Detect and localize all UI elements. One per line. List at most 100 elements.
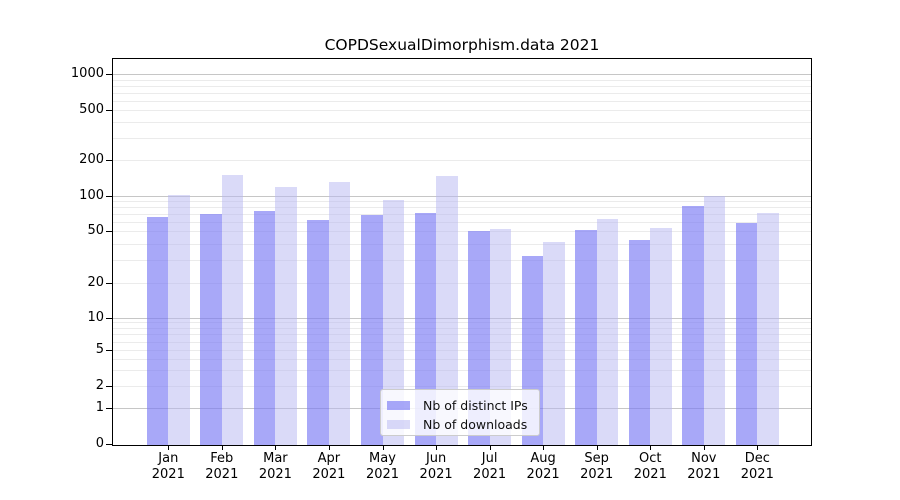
gridline-30 [113,259,811,261]
gridline-7 [113,334,811,336]
bar-nb-of-downloads-mar [275,187,297,445]
bar-nb-of-distinct-ips-dec [735,222,758,445]
x-tick-label-jan: Jan 2021 [151,451,185,482]
x-tick-label-jun: Jun 2021 [419,451,453,482]
gridline-6 [113,341,811,343]
y-tick-label-0: 0 [95,435,104,451]
bar-nb-of-downloads-jan [168,194,190,445]
x-tick-dec [757,446,759,450]
x-tick-label-nov: Nov 2021 [687,451,721,482]
bar-nb-of-distinct-ips-feb [200,214,222,445]
y-tick-label-100: 100 [79,188,104,203]
y-tick-50 [106,231,112,232]
x-tick-label-feb: Feb 2021 [205,451,239,482]
y-tick-label-1: 1 [95,399,104,415]
gridline-2 [113,386,811,387]
x-tick-label-dec: Dec 2021 [740,451,774,482]
gridline-500 [113,110,811,111]
gridline-800 [113,85,811,87]
y-tick-200 [106,160,112,161]
gridline-40 [113,243,811,245]
y-tick-label-200: 200 [79,152,104,167]
y-tick-1 [106,407,112,409]
x-tick-may [382,446,384,450]
y-tick-5 [106,350,112,351]
y-tick-label-500: 500 [79,102,104,117]
gridline-50 [113,231,811,232]
bar-nb-of-distinct-ips-mar [253,210,276,445]
gridline-400 [113,122,811,124]
bar-nb-of-downloads-may [382,200,404,445]
legend-item-distinct-ips: Nb of distinct IPs [387,396,539,414]
gridline-100 [113,196,811,197]
bar-nb-of-distinct-ips-sep [575,230,597,445]
bar-nb-of-distinct-ips-jun [414,212,437,445]
x-tick-label-sep: Sep 2021 [580,451,614,482]
gridline-20 [113,282,811,284]
gridline-300 [113,137,811,139]
bar-nb-of-downloads-oct [650,228,672,445]
x-tick-label-may: May 2021 [365,451,400,482]
x-tick-mar [275,446,277,450]
y-tick-label-20: 20 [87,274,104,290]
y-tick-20 [106,282,112,284]
gridline-90 [113,201,811,203]
bar-nb-of-distinct-ips-apr [307,220,329,445]
bar-nb-of-downloads-jun [436,176,458,445]
gridline-9 [113,322,811,324]
gridline-200 [113,160,811,161]
bar-nb-of-distinct-ips-nov [682,206,704,445]
x-tick-nov [703,446,705,450]
bar-nb-of-downloads-aug [543,242,565,445]
bar-nb-of-downloads-dec [757,213,779,445]
y-tick-100 [106,196,112,197]
x-tick-feb [221,446,223,450]
gridline-70 [113,214,811,215]
legend-label-downloads: Nb of downloads [423,416,528,432]
bar-nb-of-distinct-ips-oct [628,239,651,445]
bar-nb-of-distinct-ips-may [361,214,383,445]
chart-title: COPDSexualDimorphism.data 2021 [324,36,600,54]
bar-nb-of-downloads-apr [328,182,351,445]
bar-nb-of-downloads-nov [703,196,726,445]
y-tick-0 [106,443,112,445]
gridline-700 [113,92,811,94]
x-tick-jun [436,446,438,450]
gridline-1000 [113,74,811,75]
y-tick-2 [106,386,112,387]
bar-nb-of-distinct-ips-jan [146,217,169,445]
legend-item-downloads: Nb of downloads [387,415,539,433]
gridline-900 [113,79,811,81]
x-tick-jan [168,446,170,450]
gridline-4 [113,358,811,360]
y-tick-label-2: 2 [95,378,104,393]
y-tick-label-5: 5 [95,342,104,357]
legend-label-distinct-ips: Nb of distinct IPs [423,397,528,413]
x-tick-label-jul: Jul 2021 [473,451,507,482]
y-tick-10 [106,317,112,319]
x-tick-label-oct: Oct 2021 [633,451,667,482]
gridline-5 [113,350,811,351]
y-tick-500 [106,110,112,111]
legend-swatch-distinct-ips [387,400,410,410]
gridline-80 [113,207,811,209]
x-tick-sep [596,446,598,450]
x-tick-oct [650,446,652,450]
gridline-8 [113,328,811,329]
x-tick-label-aug: Aug 2021 [526,451,560,482]
x-tick-apr [328,446,330,450]
y-tick-label-50: 50 [87,223,104,238]
gridline-60 [113,221,811,223]
bar-nb-of-downloads-feb [221,174,244,445]
x-tick-jul [489,446,491,450]
x-tick-label-mar: Mar 2021 [258,451,292,482]
bar-nb-of-downloads-sep [596,219,619,445]
y-tick-label-1000: 1000 [70,66,104,81]
gridline-600 [113,100,811,102]
x-tick-aug [543,446,545,450]
legend-swatch-downloads [387,419,410,429]
y-tick-label-10: 10 [87,309,104,325]
x-tick-label-apr: Apr 2021 [312,451,346,482]
legend: Nb of distinct IPs Nb of downloads [380,389,540,436]
